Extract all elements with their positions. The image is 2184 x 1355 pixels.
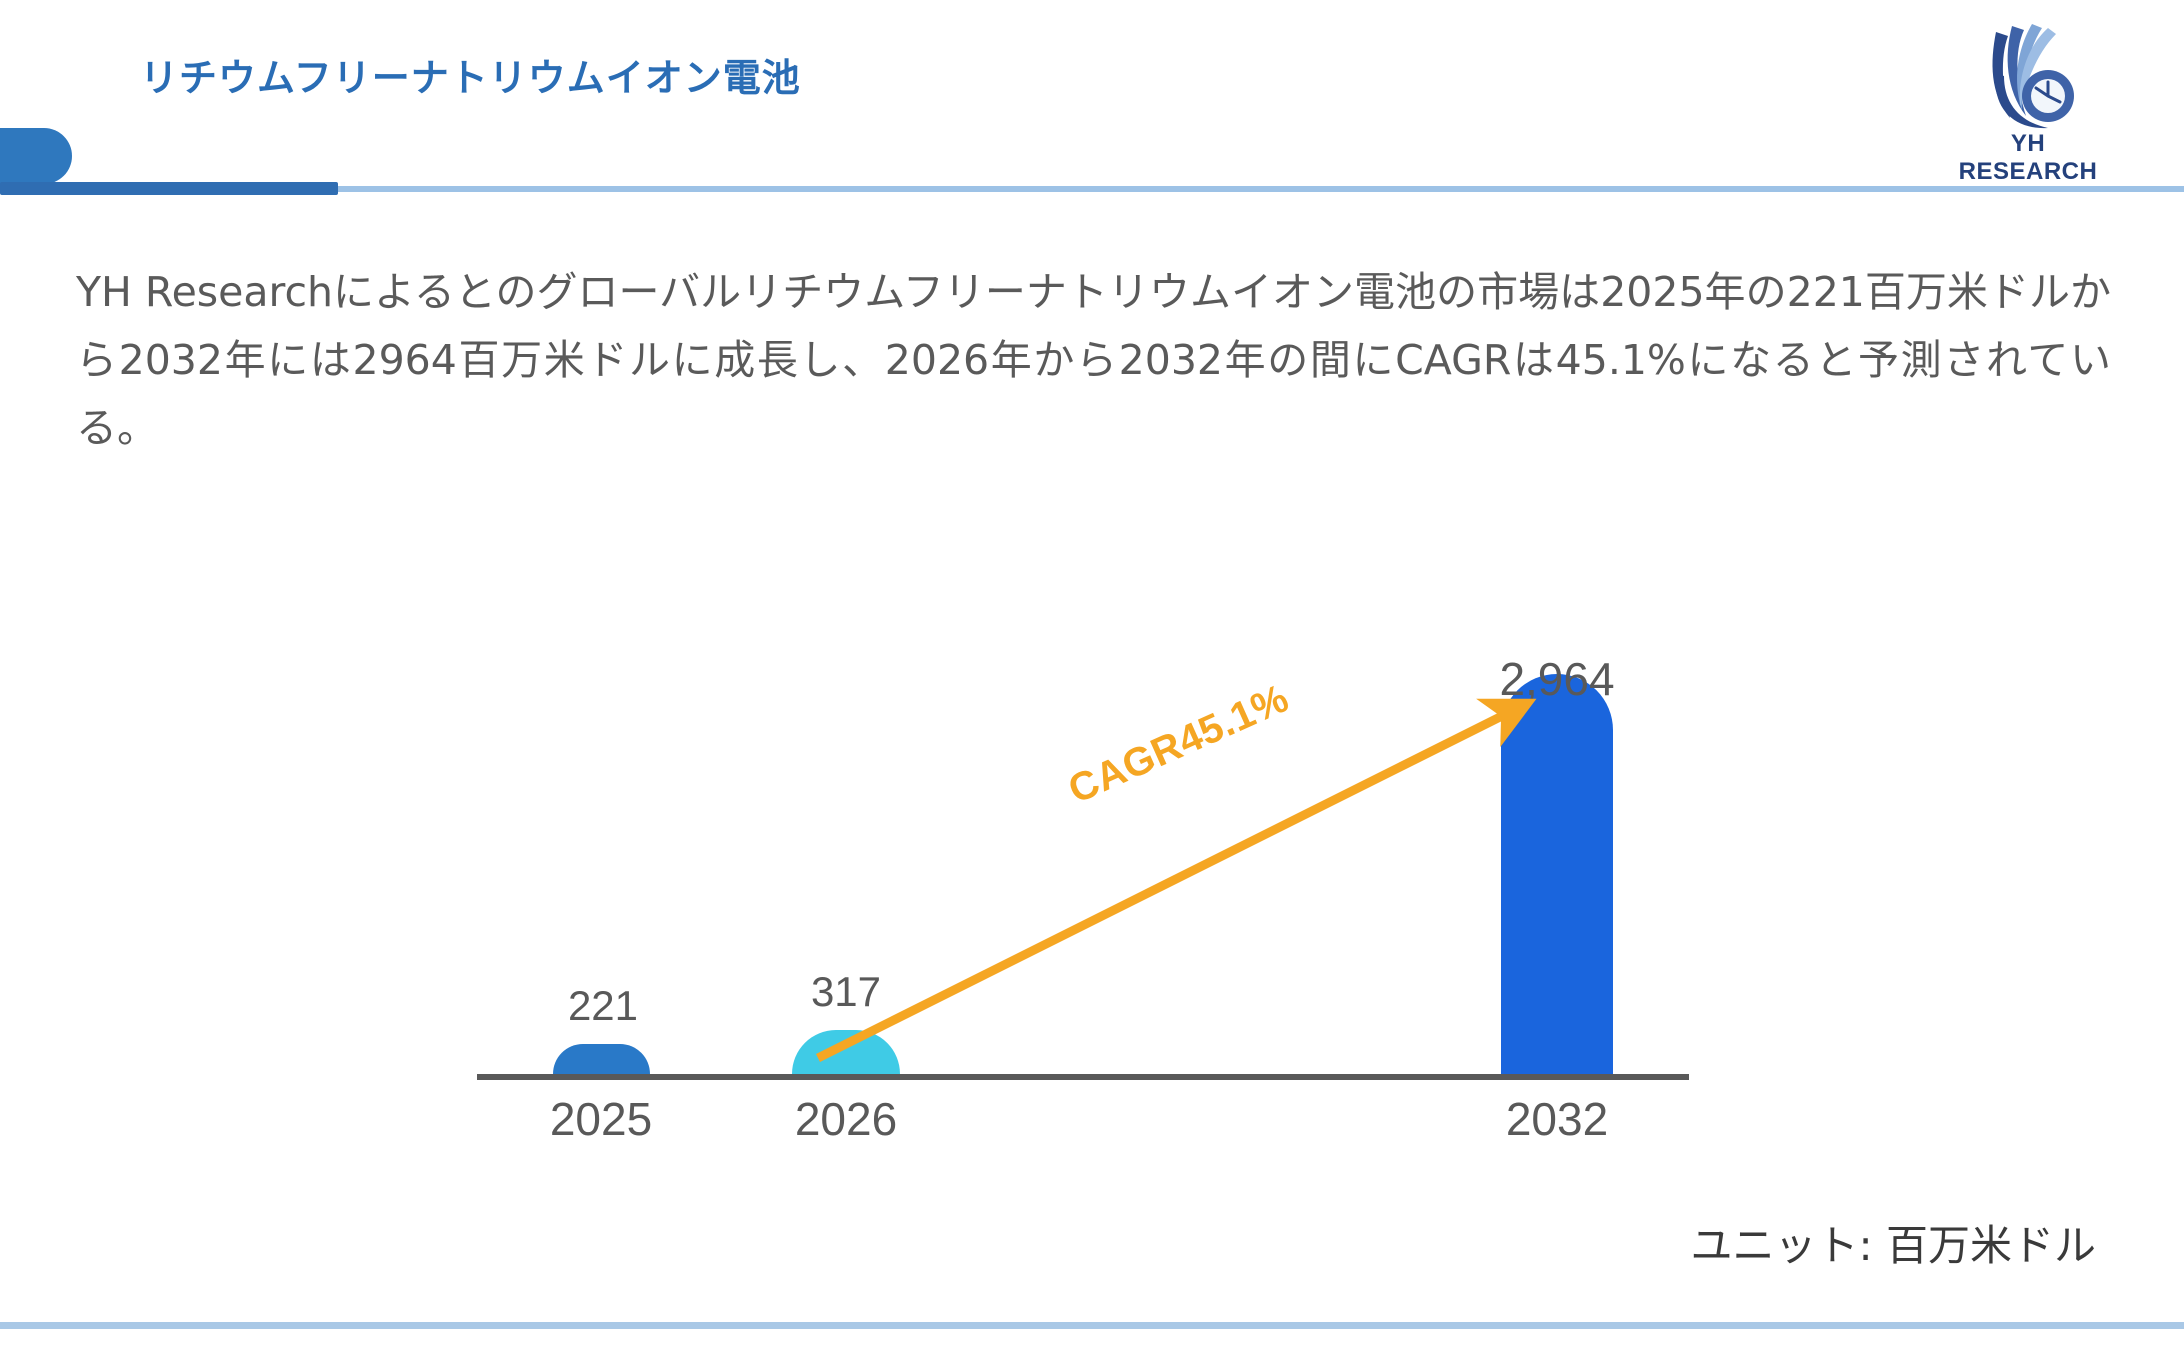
category-label-2026: 2026 — [794, 1093, 898, 1145]
leaf-clock-logo-icon — [1956, 22, 2096, 134]
bar-value-2032: 2,964 — [1499, 653, 1615, 705]
category-label-2032: 2032 — [1505, 1093, 1609, 1145]
bar-2026 — [792, 1030, 900, 1074]
brand-logo: YH RESEARCH — [1938, 22, 2118, 185]
bar-2032 — [1501, 674, 1613, 1074]
header-rule-light — [338, 186, 2184, 192]
bar-value-2026: 317 — [810, 968, 882, 1015]
bar-value-2025: 221 — [567, 982, 639, 1029]
header-accent-tab — [0, 128, 72, 184]
chart-x-axis-line — [477, 1074, 1689, 1080]
header-rule-dark — [0, 182, 338, 195]
chart-unit-label: ユニット: 百万米ドル — [1690, 1221, 2096, 1270]
cagr-annotation-label: CAGR45.1% — [1062, 676, 1296, 813]
logo-wordmark: YH RESEARCH — [1958, 130, 2098, 185]
bar-2025 — [553, 1044, 650, 1074]
category-label-2025: 2025 — [549, 1093, 653, 1145]
summary-paragraph: YH Researchによるとのグローバルリチウムフリーナトリウムイオン電池の市… — [76, 268, 2111, 452]
footer-rule — [0, 1322, 2184, 1329]
page-title: リチウムフリーナトリウムイオン電池 — [140, 58, 801, 100]
page-header: リチウムフリーナトリウムイオン電池 YH RESEARCH — [0, 0, 2184, 200]
market-forecast-bar-chart: 221 317 2,964 2025 2026 2032 CAGR45.1% — [0, 600, 2184, 1220]
